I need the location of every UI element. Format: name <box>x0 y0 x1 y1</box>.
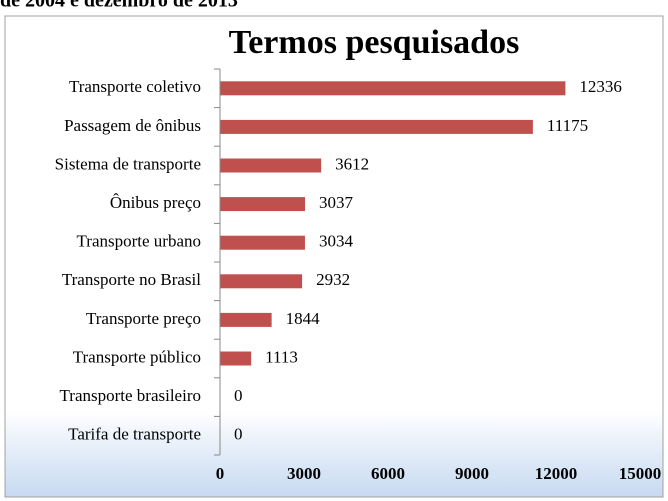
bar <box>220 312 272 327</box>
y-tick-label: Sistema de transporte <box>55 154 201 173</box>
y-tick-label: Transporte coletivo <box>69 77 201 96</box>
y-tick-label: Transporte urbano <box>77 232 202 251</box>
data-label: 11175 <box>547 116 588 135</box>
y-tick-label: Transporte no Brasil <box>62 270 201 289</box>
bar <box>220 351 252 366</box>
data-label: 3034 <box>319 232 354 251</box>
y-tick-label: Tarifa de transporte <box>68 425 201 444</box>
data-label: 2932 <box>316 270 350 289</box>
data-label: 12336 <box>579 77 622 96</box>
y-tick-label: Passagem de ônibus <box>64 116 201 135</box>
data-label: 3037 <box>319 193 354 212</box>
x-tick-label: 6000 <box>371 464 405 483</box>
chart-title: Termos pesquisados <box>229 24 520 61</box>
x-tick-label: 15000 <box>619 464 662 483</box>
bar <box>220 81 566 96</box>
data-label: 1113 <box>265 347 298 366</box>
x-tick-label: 12000 <box>535 464 578 483</box>
data-label: 0 <box>234 386 243 405</box>
y-tick-label: Transporte público <box>73 347 201 366</box>
bar <box>220 274 303 289</box>
y-tick-label: Transporte brasileiro <box>60 386 202 405</box>
data-label: 0 <box>234 425 243 444</box>
y-tick-label: Ônibus preço <box>110 193 201 212</box>
data-label: 1844 <box>286 309 321 328</box>
chart-frame <box>4 15 664 498</box>
data-label: 3612 <box>335 154 369 173</box>
bar <box>220 158 322 173</box>
x-tick-label: 0 <box>216 464 225 483</box>
bar <box>220 119 533 134</box>
x-tick-label: 3000 <box>287 464 321 483</box>
x-tick-label: 9000 <box>455 464 489 483</box>
y-tick-label: Transporte preço <box>86 309 201 328</box>
bar <box>220 235 305 250</box>
subtitle: de 2004 e dezembro de 2013 <box>0 0 238 12</box>
bar <box>220 197 306 212</box>
